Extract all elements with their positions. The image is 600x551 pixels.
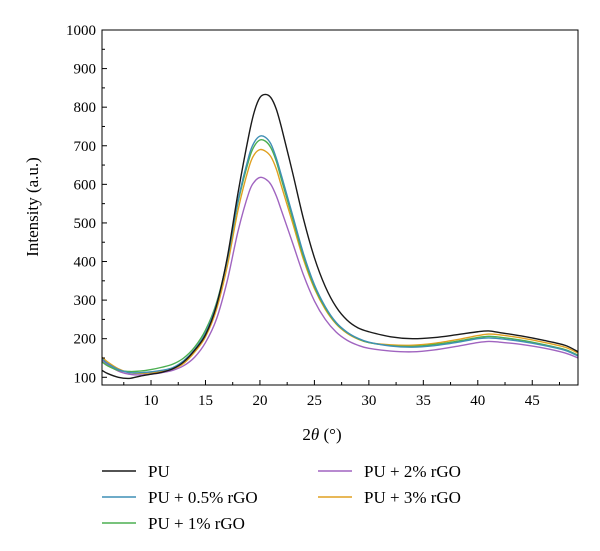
x-tick-label-30: 30 (361, 393, 376, 409)
x-tick-label-25: 25 (307, 393, 322, 409)
x-tick-label-15: 15 (198, 393, 213, 409)
legend-label-1: PU + 0.5% rGO (148, 488, 258, 507)
y-tick-label-600: 600 (74, 177, 97, 193)
x-tick-label-40: 40 (470, 393, 485, 409)
series-line-1 (101, 135, 579, 374)
x-axis-title-suffix: (°) (319, 425, 341, 444)
x-tick-label-20: 20 (252, 393, 267, 409)
y-tick-label-300: 300 (74, 293, 97, 309)
legend-label-2: PU + 1% rGO (148, 514, 245, 533)
y-tick-label-700: 700 (74, 139, 97, 155)
y-axis: 100 200 300 400 500 600 700 800 900 1000 (66, 23, 107, 386)
y-tick-label-100: 100 (74, 370, 97, 386)
series-line-2 (101, 138, 579, 373)
x-axis-title-symbol: θ (311, 425, 319, 444)
legend-label-0: PU (148, 462, 170, 481)
x-axis-title-prefix: 2 (302, 425, 311, 444)
x-tick-label-10: 10 (144, 393, 159, 409)
y-tick-label-200: 200 (74, 332, 97, 348)
y-axis-title: Intensity (a.u.) (23, 157, 42, 257)
x-axis: 10 15 20 25 30 35 40 45 (123, 380, 560, 409)
y-tick-label-400: 400 (74, 255, 97, 271)
series-line-3 (101, 176, 579, 376)
series-line-0 (101, 93, 579, 380)
y-tick-label-1000: 1000 (66, 23, 96, 39)
legend-label-3: PU + 2% rGO (364, 462, 461, 481)
legend: PU PU + 0.5% rGO PU + 1% rGO PU + 2% rGO PU … (102, 462, 461, 533)
y-tick-label-900: 900 (74, 62, 97, 78)
plot-area (101, 93, 579, 380)
x-tick-label-35: 35 (416, 393, 431, 409)
y-tick-label-500: 500 (74, 216, 97, 232)
plot-frame (101, 29, 579, 386)
legend-label-4: PU + 3% rGO (364, 488, 461, 507)
y-tick-label-800: 800 (74, 100, 97, 116)
x-tick-label-45: 45 (525, 393, 540, 409)
x-axis-title: 2θ (°) (302, 425, 341, 444)
